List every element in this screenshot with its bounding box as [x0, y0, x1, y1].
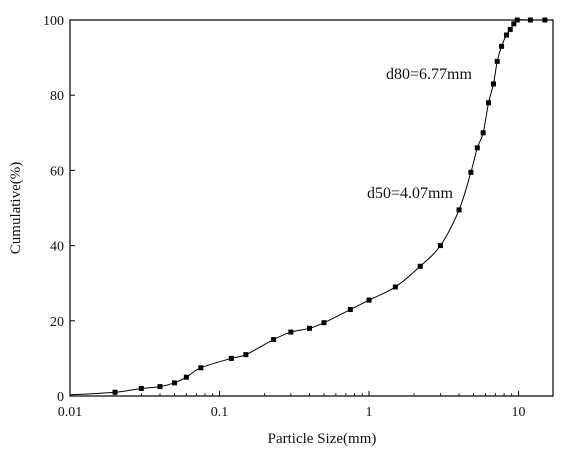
data-point-marker: [321, 320, 327, 326]
data-point-marker: [480, 130, 486, 136]
y-tick-label: 80: [50, 89, 64, 104]
x-tick-label: 1: [366, 405, 373, 420]
data-point-marker: [112, 389, 118, 395]
x-tick-label: 0.1: [211, 405, 229, 420]
data-point-marker: [511, 21, 517, 27]
data-point-marker: [491, 81, 496, 87]
data-point-marker: [288, 329, 294, 335]
data-point-marker: [499, 43, 505, 49]
y-tick-label: 60: [50, 164, 64, 179]
data-point-marker: [198, 365, 204, 371]
data-point-marker: [503, 32, 509, 38]
data-point-marker: [157, 384, 163, 390]
y-tick-label: 0: [57, 390, 64, 405]
data-point-marker: [243, 352, 249, 358]
data-point-marker: [468, 169, 474, 175]
data-point-marker: [366, 297, 372, 303]
data-point-marker: [474, 145, 480, 151]
data-point-marker: [271, 337, 277, 343]
data-point-marker: [347, 307, 353, 313]
y-tick-label: 40: [50, 240, 64, 255]
d80-annotation: d80=6.77mm: [386, 66, 472, 83]
data-point-marker: [437, 243, 443, 249]
data-point-marker: [392, 284, 398, 290]
data-point-marker: [307, 325, 313, 331]
data-point-marker: [456, 207, 462, 213]
data-point-marker: [138, 385, 144, 391]
x-tick-label: 0.01: [58, 405, 83, 420]
data-point-marker: [417, 263, 423, 269]
y-tick-label: 20: [50, 315, 64, 330]
data-point-marker: [507, 26, 513, 32]
data-point-marker: [183, 374, 189, 380]
data-point-marker: [228, 355, 234, 361]
y-tick-label: 100: [43, 14, 64, 29]
data-point-marker: [486, 100, 492, 106]
data-point-marker: [172, 380, 178, 386]
d50-annotation: d50=4.07mm: [367, 185, 453, 202]
axis-layer: 0 20 40 60 80 100 0.01 0.1 1 10: [43, 14, 554, 420]
x-tick-label: 10: [512, 405, 526, 420]
plot-frame: [69, 19, 554, 397]
y-axis-title: Cumulative(%): [8, 162, 24, 254]
x-axis-title: Particle Size(mm): [268, 431, 377, 447]
data-point-marker: [494, 58, 500, 64]
